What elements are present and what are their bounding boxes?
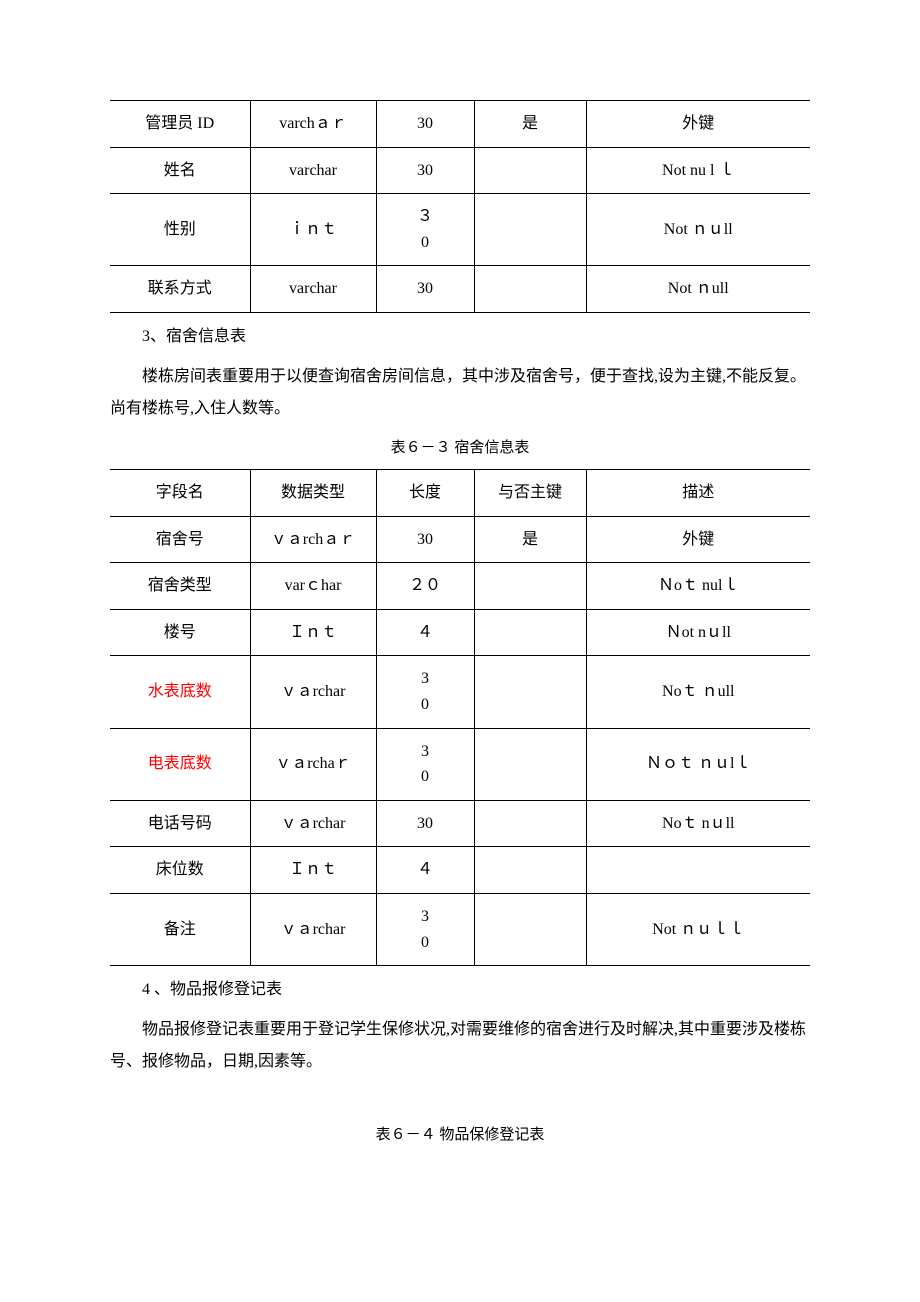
table-cell: [474, 800, 586, 847]
table-cell: 30: [376, 516, 474, 563]
section-4-paragraph: 物品报修登记表重要用于登记学生保修状况,对需要维修的宿舍进行及时解决,其中重要涉…: [110, 1014, 810, 1078]
table-cell: ｖａrchar: [250, 656, 376, 728]
table-cell: Ｎoｔ nulｌ: [586, 563, 810, 610]
table-admin: 管理员 IDvarchａｒ30是外键姓名varchar30Not nu l ｌ性…: [110, 100, 810, 313]
table-header-cell: 数据类型: [250, 469, 376, 516]
table-cell: Ｎot nｕll: [586, 609, 810, 656]
section-3-paragraph: 楼栋房间表重要用于以便查询宿舍房间信息，其中涉及宿舍号，便于查找,设为主键,不能…: [110, 361, 810, 425]
table-cell: 是: [474, 101, 586, 148]
table-cell: [474, 847, 586, 894]
table-row: 管理员 IDvarchａｒ30是外键: [110, 101, 810, 148]
table-cell: 备注: [110, 893, 250, 965]
table-cell: Noｔ ｎull: [586, 656, 810, 728]
table-cell: 姓名: [110, 147, 250, 194]
table-cell: 30: [376, 147, 474, 194]
table-cell: Not ｎｕｌｌ: [586, 893, 810, 965]
table-cell: 外键: [586, 516, 810, 563]
table-cell: ｖａrchaｒ: [250, 728, 376, 800]
table-cell: [474, 266, 586, 313]
table-cell: Not nu l ｌ: [586, 147, 810, 194]
table-cell: varchar: [250, 266, 376, 313]
table-row: 备注ｖａrchar30 Not ｎｕｌｌ: [110, 893, 810, 965]
table-cell: 水表底数: [110, 656, 250, 728]
table-cell: 电话号码: [110, 800, 250, 847]
table-cell: varｃhar: [250, 563, 376, 610]
table-cell: ｖａrchar: [250, 800, 376, 847]
table-cell: Noｔ nｕll: [586, 800, 810, 847]
table-row: 联系方式varchar30 Not ｎull: [110, 266, 810, 313]
table-row: 床位数Ｉｎｔ４: [110, 847, 810, 894]
table-header-cell: 描述: [586, 469, 810, 516]
table-cell: [474, 609, 586, 656]
table-dormitory: 字段名数据类型长度与否主键描述宿舍号ｖａrchａｒ30是外键宿舍类型varｃha…: [110, 469, 810, 966]
table-header-cell: 与否主键: [474, 469, 586, 516]
table-row: 宿舍类型varｃhar２０ Ｎoｔ nulｌ: [110, 563, 810, 610]
table-cell: 楼号: [110, 609, 250, 656]
table-cell: 30: [376, 266, 474, 313]
table-cell: 床位数: [110, 847, 250, 894]
table-cell: [474, 563, 586, 610]
table-cell: ｖａrchar: [250, 893, 376, 965]
table-cell: Not ｎｕll: [586, 194, 810, 266]
table-cell: Not ｎull: [586, 266, 810, 313]
table-cell: 30: [376, 101, 474, 148]
table-cell: ｉｎｔ: [250, 194, 376, 266]
table-row: 姓名varchar30 Not nu l ｌ: [110, 147, 810, 194]
table-cell: Ｉｎｔ: [250, 847, 376, 894]
table-row: 电话号码ｖａrchar30 Noｔ nｕll: [110, 800, 810, 847]
table-cell: [474, 656, 586, 728]
table-cell: [474, 147, 586, 194]
table-row: 楼号Ｉｎｔ４ Ｎot nｕll: [110, 609, 810, 656]
table-cell: [474, 728, 586, 800]
table-cell: [474, 194, 586, 266]
table-row: 宿舍号ｖａrchａｒ30是外键: [110, 516, 810, 563]
table-cell: [586, 847, 810, 894]
table-cell: 电表底数: [110, 728, 250, 800]
table-cell: 联系方式: [110, 266, 250, 313]
table-cell: 宿舍类型: [110, 563, 250, 610]
table-cell: ４: [376, 609, 474, 656]
table-cell: [474, 893, 586, 965]
table-cell: 30: [376, 728, 474, 800]
table-cell: ４: [376, 847, 474, 894]
section-3-title: 3、宿舍信息表: [110, 321, 810, 353]
table-cell: 性别: [110, 194, 250, 266]
table-cell: ３0: [376, 194, 474, 266]
table-cell: ｖａrchａｒ: [250, 516, 376, 563]
table-cell: 30: [376, 800, 474, 847]
table-cell: Ｉｎｔ: [250, 609, 376, 656]
table-cell: 宿舍号: [110, 516, 250, 563]
table-row: 水表底数ｖａrchar30 Noｔ ｎull: [110, 656, 810, 728]
table-row: 性别ｉｎｔ３0 Not ｎｕll: [110, 194, 810, 266]
table-cell: 30: [376, 893, 474, 965]
section-4-title: 4 、物品报修登记表: [110, 974, 810, 1006]
table-header-row: 字段名数据类型长度与否主键描述: [110, 469, 810, 516]
table-cell: ２０: [376, 563, 474, 610]
table-header-cell: 长度: [376, 469, 474, 516]
table-cell: 是: [474, 516, 586, 563]
table-header-cell: 字段名: [110, 469, 250, 516]
table-cell: varchａｒ: [250, 101, 376, 148]
table-3-caption: 表６－４ 物品保修登记表: [110, 1120, 810, 1150]
table-cell: 外键: [586, 101, 810, 148]
table-cell: varchar: [250, 147, 376, 194]
table-row: 电表底数ｖａrchaｒ30 Ｎｏｔ ｎｕlｌ: [110, 728, 810, 800]
table-2-caption: 表６－３ 宿舍信息表: [110, 433, 810, 463]
table-cell: Ｎｏｔ ｎｕlｌ: [586, 728, 810, 800]
table-cell: 30: [376, 656, 474, 728]
table-cell: 管理员 ID: [110, 101, 250, 148]
